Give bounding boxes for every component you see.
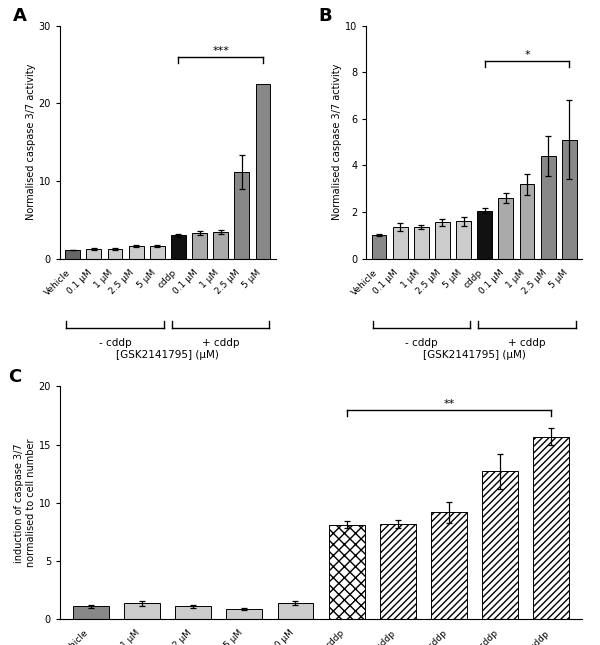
Bar — [86, 249, 101, 259]
Text: A: A — [13, 7, 26, 25]
Bar — [393, 227, 407, 259]
Y-axis label: induction of caspase 3/7
normalised to cell number: induction of caspase 3/7 normalised to c… — [14, 439, 36, 567]
Y-axis label: Normalised caspase 3/7 activity: Normalised caspase 3/7 activity — [26, 64, 36, 221]
Bar — [562, 140, 577, 259]
Bar — [541, 156, 556, 259]
Bar — [414, 227, 428, 259]
Bar — [129, 246, 143, 259]
Bar — [371, 235, 386, 259]
Bar — [124, 604, 160, 619]
X-axis label: [GSK2141795] (μM): [GSK2141795] (μM) — [116, 350, 219, 360]
Text: C: C — [8, 368, 21, 386]
Bar — [499, 198, 513, 259]
Text: - cddp: - cddp — [98, 337, 131, 348]
Bar — [192, 233, 207, 259]
Bar — [478, 211, 492, 259]
Bar — [235, 172, 249, 259]
Y-axis label: Normalised caspase 3/7 activity: Normalised caspase 3/7 activity — [332, 64, 342, 221]
Bar — [456, 221, 471, 259]
Bar — [73, 606, 109, 619]
Bar — [256, 84, 271, 259]
Bar — [214, 232, 228, 259]
Bar — [435, 223, 450, 259]
Text: *: * — [524, 50, 530, 59]
Bar — [482, 471, 518, 619]
Text: - cddp: - cddp — [405, 337, 437, 348]
Bar — [431, 512, 467, 619]
Bar — [107, 249, 122, 259]
Bar — [226, 610, 262, 619]
Bar — [520, 184, 535, 259]
Bar — [150, 246, 164, 259]
Text: + cddp: + cddp — [202, 337, 239, 348]
Bar — [278, 603, 313, 619]
Bar — [171, 235, 186, 259]
Text: B: B — [319, 7, 332, 25]
Text: **: ** — [443, 399, 455, 408]
Bar — [65, 250, 80, 259]
Bar — [329, 525, 365, 619]
X-axis label: [GSK2141795] (μM): [GSK2141795] (μM) — [423, 350, 526, 360]
Text: ***: *** — [212, 46, 229, 55]
Bar — [533, 437, 569, 619]
Bar — [175, 606, 211, 619]
Bar — [380, 524, 416, 619]
Text: + cddp: + cddp — [508, 337, 546, 348]
